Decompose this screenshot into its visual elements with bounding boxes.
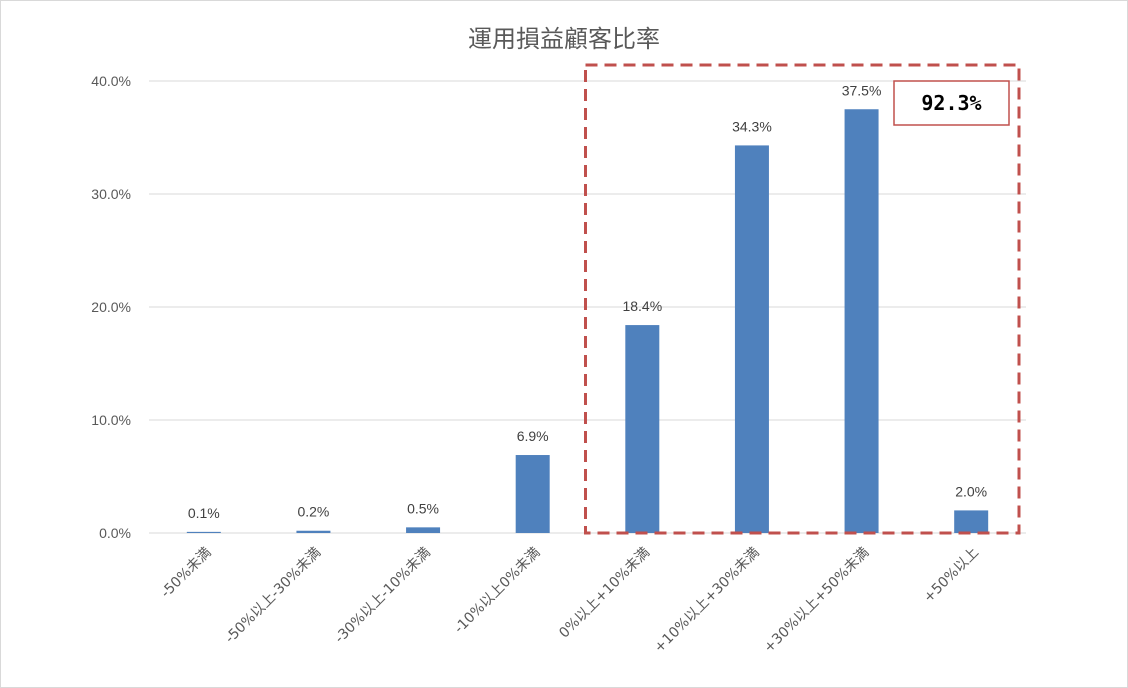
x-category-label: +50%以上 [921,545,982,606]
bar [844,109,879,533]
data-label: 0.1% [188,505,220,521]
x-category-label: +10%以上+30%未満 [651,545,763,657]
bar [296,530,331,533]
x-category-label: -50%以上-30%未満 [222,545,324,647]
data-label: 18.4% [622,298,662,314]
bars [186,109,989,533]
y-tick-label: 30.0% [91,186,131,202]
data-label: 34.3% [732,118,772,134]
data-label: 6.9% [517,428,549,444]
y-tick-label: 40.0% [91,73,131,89]
bar [186,531,221,533]
y-axis-ticks: 0.0% 10.0% 20.0% 30.0% 40.0% [91,73,131,541]
y-tick-label: 0.0% [99,525,131,541]
highlight-dashed-box [584,63,1021,535]
data-labels: 0.1% 0.2% 0.5% 6.9% 18.4% 34.3% 37.5% 2.0% [188,82,987,521]
data-label: 0.2% [297,504,329,520]
callout-total-label: 92.3% [921,91,981,115]
x-category-label: +30%以上+50%未満 [761,545,873,657]
callout-box [893,80,1010,126]
y-tick-label: 10.0% [91,412,131,428]
bar [406,527,441,533]
x-axis-categories: -50%未満 -50%以上-30%未満 -30%以上-10%未満 -10%以上0%未満… [158,545,982,657]
data-label: 37.5% [842,82,882,98]
x-category-label: -50%未満 [158,545,215,602]
data-label: 0.5% [407,500,439,516]
bar [625,325,660,533]
x-category-label: 0%以上+10%未満 [556,545,653,642]
bar [954,510,989,533]
x-category-label: -30%以上-10%未満 [332,545,434,647]
gridlines [149,80,1026,534]
x-category-label: -10%以上0%未満 [451,545,543,637]
data-label: 2.0% [955,483,987,499]
highlight-group: 92.3% [584,63,1021,535]
chart-title: 運用損益顧客比率 [468,25,660,53]
bar [734,145,769,533]
y-tick-label: 20.0% [91,299,131,315]
bar [515,455,550,533]
